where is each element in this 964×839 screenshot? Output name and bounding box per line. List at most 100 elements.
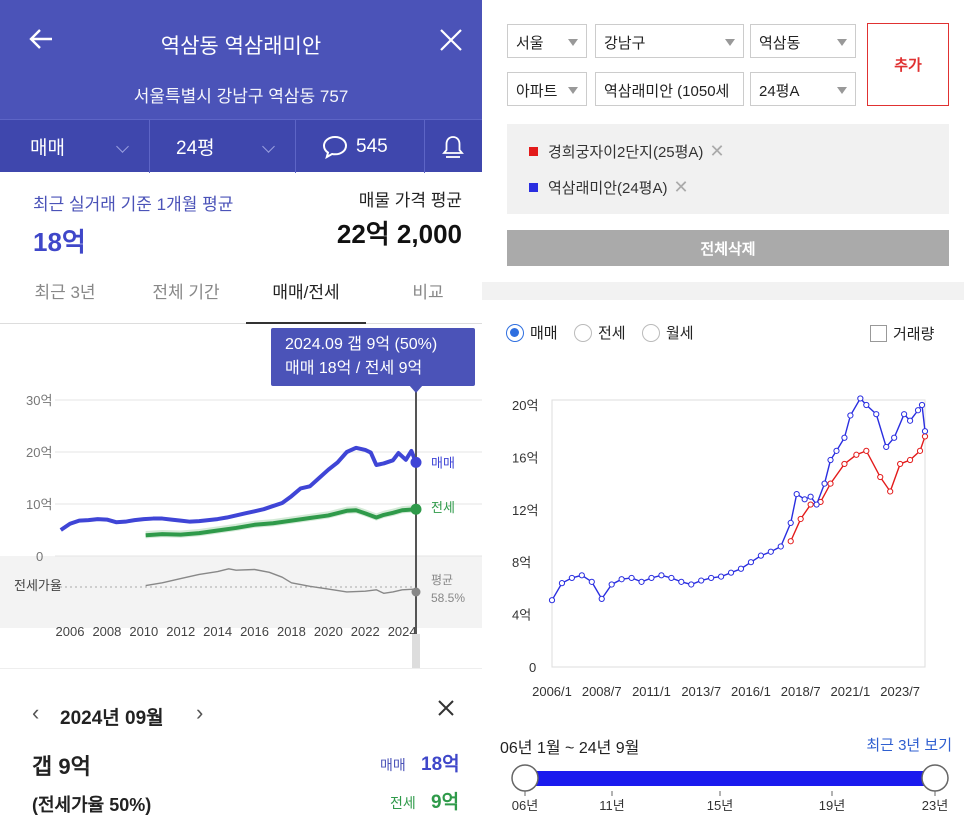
sale-jeonse-chart[interactable]: 30억 20억 10억 0 전세가율 평균 58.5% 2006 2008 2010 2012 201… — [0, 324, 482, 668]
radio-dot — [506, 323, 524, 342]
data-point — [891, 434, 898, 441]
data-point — [678, 578, 685, 585]
size-select[interactable]: 24평A — [750, 72, 856, 106]
y-tick-label: 8억 — [512, 555, 531, 570]
comment-icon — [322, 135, 348, 159]
radio-label: 전세 — [598, 325, 626, 342]
recent-3y-link[interactable]: 최근 3년 보기 — [866, 737, 952, 754]
data-point — [887, 488, 894, 495]
avg-label: 평균 — [431, 573, 453, 587]
sale-label: 매매 — [380, 757, 406, 773]
bell-icon[interactable] — [442, 120, 464, 173]
dong-select[interactable]: 역삼동 — [750, 24, 856, 58]
data-point — [708, 574, 715, 582]
tab-sale-jeonse[interactable]: 매매/전세 — [246, 272, 366, 324]
add-button[interactable]: 추가 — [867, 23, 949, 106]
data-point — [588, 578, 595, 585]
x-tick-label: 2016 — [240, 624, 269, 639]
jeonse-series-label: 전세 — [431, 500, 455, 515]
data-point — [853, 451, 860, 458]
deal-type-label: 매매 — [30, 138, 65, 159]
remove-icon[interactable]: ✕ — [673, 177, 689, 197]
data-point — [847, 412, 854, 419]
city-select[interactable]: 서울 — [507, 24, 587, 58]
listing-avg-label: 매물 가격 평균 — [358, 191, 462, 210]
close-icon[interactable] — [438, 27, 464, 53]
series-swatch — [529, 183, 538, 192]
volume-checkbox[interactable]: 거래량 — [870, 323, 934, 344]
data-point — [833, 447, 840, 454]
data-point — [801, 496, 808, 503]
type-select[interactable]: 아파트 — [507, 72, 587, 106]
slider-tick-label: 06년 — [512, 798, 538, 813]
data-point — [793, 490, 800, 498]
size-select[interactable]: 24평 — [176, 120, 215, 173]
data-point — [857, 395, 864, 402]
data-point — [807, 493, 814, 500]
x-tick-label: 2014 — [203, 624, 232, 639]
y-tick-label: 0 — [36, 549, 43, 564]
complex-select[interactable]: 역삼래미안 (1050세 — [595, 72, 744, 106]
data-point — [877, 473, 884, 481]
x-tick-label: 2012 — [166, 624, 195, 639]
comment-count: 545 — [356, 135, 388, 157]
range-text: 06년 1월 ~ 24년 9월 — [500, 740, 640, 757]
chart-tooltip: 2024.09 갭 9억 (50%) 매매 18억 / 전세 9억 — [271, 328, 475, 386]
tab-compare[interactable]: 비교 — [412, 283, 444, 302]
data-point — [688, 581, 695, 588]
jeonse-ratio-value: (전세가율 50%) — [32, 795, 152, 815]
address-text: 서울특별시 강남구 역삼동 757 — [133, 87, 349, 106]
data-point — [897, 460, 904, 468]
month-detail: ‹ 2024년 09월 › 갭 9억 (전세가율 50%) 매매 18억 전세 … — [0, 668, 482, 839]
data-point — [873, 411, 880, 418]
comments-button[interactable]: 545 — [322, 120, 388, 173]
type-value: 아파트 — [516, 83, 558, 100]
radio-monthly[interactable]: 월세 — [642, 322, 694, 343]
data-point — [863, 447, 870, 454]
data-point — [628, 574, 635, 582]
compare-item: 역삼래미안(24평A) ✕ — [529, 177, 689, 198]
data-point — [916, 447, 924, 454]
recent-avg-value: 18억 — [33, 227, 86, 257]
close-icon[interactable] — [436, 698, 456, 723]
app-header: 역삼동 역삼래미안 서울특별시 강남구 역삼동 757 매매 24평 545 — [0, 0, 482, 173]
data-point — [921, 433, 929, 440]
compare-item: 경희궁자이2단지(25평A) ✕ — [529, 141, 725, 162]
compare-price-chart[interactable]: 0 4억 8억 12억 16억 20억 2006/1 2008/7 2011/1 2013/7 20… — [482, 380, 964, 710]
ratio-line — [145, 568, 417, 594]
district-value: 강남구 — [604, 35, 646, 52]
data-point — [648, 574, 655, 582]
data-point — [883, 443, 890, 451]
radio-jeonse[interactable]: 전세 — [574, 322, 626, 343]
prev-month-icon[interactable]: ‹ — [32, 700, 40, 725]
slider-handle-end[interactable] — [921, 764, 949, 792]
tooltip-arrow — [409, 385, 423, 393]
radio-label: 월세 — [666, 325, 694, 342]
y-tick-label: 0 — [529, 660, 536, 675]
period-tabs: 최근 3년 전체 기간 매매/전세 비교 — [0, 272, 482, 324]
data-point — [737, 565, 745, 572]
compare-item-name: 역삼래미안(24평A) — [548, 180, 668, 197]
jeonse-line — [145, 507, 417, 538]
data-point — [863, 401, 870, 409]
avg-value: 58.5% — [431, 591, 465, 605]
data-point — [797, 515, 804, 523]
tab-recent-3y[interactable]: 최근 3년 — [34, 283, 96, 302]
next-month-icon[interactable]: › — [196, 700, 204, 725]
checkbox-box — [870, 325, 887, 342]
x-tick-label: 2024 — [388, 624, 417, 639]
data-point — [787, 519, 794, 526]
delete-all-button[interactable]: 전체삭제 — [507, 230, 949, 266]
district-select[interactable]: 강남구 — [595, 24, 744, 58]
tab-all-period[interactable]: 전체 기간 — [152, 283, 220, 302]
back-icon[interactable] — [26, 24, 56, 54]
x-tick-label: 2016/1 — [731, 684, 771, 699]
compare-list: 경희궁자이2단지(25평A) ✕ 역삼래미안(24평A) ✕ — [507, 124, 949, 214]
x-tick-label: 2008 — [92, 624, 121, 639]
radio-sale[interactable]: 매매 — [506, 322, 558, 343]
deal-type-select[interactable]: 매매 — [30, 120, 65, 173]
data-point — [906, 456, 914, 464]
period-slider[interactable]: 06년 11년 15년 19년 23년 — [482, 758, 964, 839]
slider-handle-start[interactable] — [511, 764, 539, 792]
remove-icon[interactable]: ✕ — [709, 141, 725, 161]
